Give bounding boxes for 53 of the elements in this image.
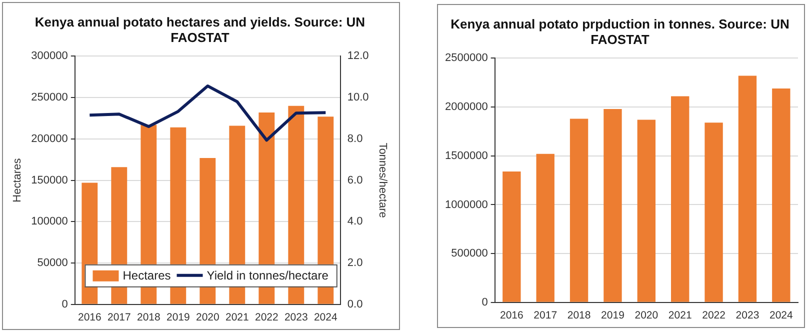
- y-tick-label: 100000: [31, 216, 68, 228]
- x-tick-label: 2023: [736, 310, 760, 322]
- x-tick-label: 2022: [702, 310, 726, 322]
- y2-tick-label: 10.0: [347, 92, 369, 104]
- x-tick-label: 2019: [166, 312, 190, 324]
- y-tick-label: 150000: [31, 174, 68, 186]
- x-tick-label: 2017: [107, 312, 131, 324]
- y-tick-label: 2000000: [444, 101, 488, 114]
- x-tick-label: 2016: [500, 310, 524, 322]
- bar: [570, 118, 588, 302]
- legend-label: Yield in tonnes/hectare: [206, 268, 329, 283]
- x-tick-label: 2018: [136, 312, 160, 324]
- bar: [671, 96, 690, 302]
- bar: [704, 122, 723, 302]
- chart-title: Kenya annual potato hectares and yields. Source: UN FAOSTAT: [34, 14, 366, 45]
- y-tick-label: 50000: [37, 257, 68, 270]
- y-axis-title: Hectares: [12, 158, 24, 202]
- y-tick-label: 0: [482, 296, 488, 308]
- x-tick-label: 2023: [284, 312, 308, 324]
- y2-tick-label: 6.0: [347, 174, 363, 186]
- x-tick-label: 2021: [668, 310, 692, 322]
- x-tick-label: 2024: [769, 310, 793, 322]
- x-tick-label: 2017: [534, 310, 558, 322]
- bar: [772, 88, 790, 302]
- bar: [502, 172, 521, 302]
- x-tick-label: 2016: [78, 312, 102, 324]
- legend-label: Hectares: [122, 268, 171, 283]
- x-tick-label: 2022: [254, 312, 278, 324]
- bar: [738, 76, 757, 302]
- y2-tick-label: 4.0: [347, 216, 363, 228]
- y-tick-label: 2500000: [444, 52, 488, 64]
- y2-tick-label: 8.0: [347, 132, 363, 145]
- bar: [637, 120, 656, 302]
- y2-tick-label: 12.0: [347, 50, 369, 62]
- y2-tick-label: 0.0: [347, 298, 363, 310]
- chart-title: Kenya annual potato prpduction in tonnes. Source: UN FAOSTAT: [450, 16, 790, 47]
- x-tick-label: 2021: [225, 312, 249, 324]
- y-tick-label: 300000: [31, 50, 68, 62]
- y-tick-label: 500000: [451, 248, 488, 260]
- y-tick-label: 0: [62, 298, 68, 310]
- bar: [604, 108, 622, 302]
- y-tick-label: 200000: [31, 132, 68, 145]
- x-tick-label: 2020: [634, 310, 658, 322]
- x-tick-label: 2018: [567, 310, 591, 322]
- y-tick-label: 250000: [31, 92, 68, 104]
- bar: [536, 154, 554, 302]
- y-tick-label: 1500000: [444, 150, 488, 162]
- x-tick-label: 2019: [601, 310, 625, 322]
- y2-axis-title: Tonnes/hectare: [376, 142, 388, 218]
- x-tick-label: 2024: [314, 312, 338, 324]
- y2-tick-label: 2.0: [347, 257, 363, 270]
- x-tick-label: 2020: [196, 312, 220, 324]
- y-tick-label: 1000000: [444, 198, 488, 211]
